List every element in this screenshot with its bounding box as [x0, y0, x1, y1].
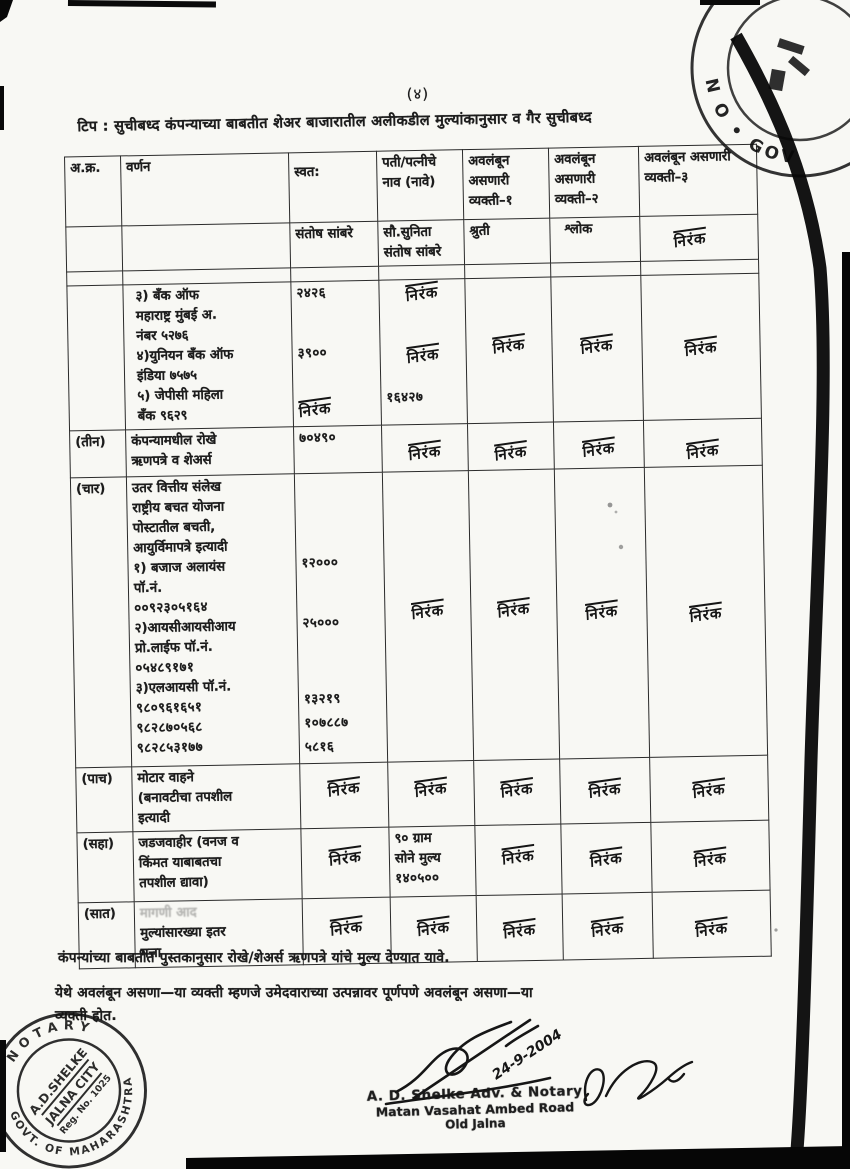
advocate-address-stamp: A. D. Shelke Adv. & Notary Matan Vasahat…	[366, 1083, 583, 1132]
table-header-row: अ.क्र. वर्णन स्वत: पती/पत्नीचे नाव (नावे…	[64, 144, 758, 227]
handwritten-nil: निरंक	[695, 918, 729, 942]
handwritten-nil: निरंक	[328, 847, 363, 870]
header-spouse: पती/पत्नीचे नाव (नावे)	[376, 149, 464, 222]
handwritten-nil: निरंक	[503, 919, 537, 943]
handwritten-nil: निरंक	[494, 442, 528, 465]
header-description: वर्णन	[120, 152, 290, 226]
cell-dependent-1: निरंक	[473, 758, 561, 826]
handwritten-nil: निरंक	[406, 344, 440, 368]
cell-dependent-1: निरंक	[468, 469, 560, 761]
handwritten-nil: निरंक	[492, 335, 526, 358]
name-dependent-3: निरंक	[639, 214, 759, 262]
handwritten-nil: निरंक	[693, 848, 728, 872]
header-dependent-2: अवलंबून असणारी व्यक्ती–२	[548, 146, 640, 219]
header-dependent-1: अवलंबून असणारी व्यक्ती–१	[462, 148, 550, 220]
cell-dependent-2: निरंक	[560, 822, 653, 894]
cell-description: जडजवाहीर (वनज व किंमत याबाबतचा तपशील द्य…	[132, 828, 303, 902]
handwritten-nil: निरंक	[327, 778, 361, 801]
faded-print: मागणी आद	[139, 905, 197, 922]
cell-dependent-1: निरंक	[476, 893, 564, 962]
left-edge-mark-2	[0, 1040, 6, 1152]
cell-dependent-2: निरंक	[559, 757, 651, 824]
handwritten-nil: निरंक	[692, 779, 726, 803]
handwritten-nil: निरंक	[500, 778, 534, 802]
handwritten-nil: निरंक	[588, 779, 622, 802]
cell-spouse: निरंक निरंक १६४२७	[378, 278, 468, 426]
cell-description: ३) बँक ऑफ महाराष्ट्र मुंबई अ. नंबर ५२७६ …	[122, 281, 294, 430]
table-row-banks: ३) बँक ऑफ महाराष्ट्र मुंबई अ. नंबर ५२७६ …	[66, 273, 762, 431]
cell-description: कंपन्यामधील रोखे ऋणपत्रे व शेअर्स	[125, 426, 295, 477]
cell-description: उतर वित्तीय संलेख राष्ट्रीय बचत योजना पो…	[126, 473, 300, 767]
cell-self: २४२६ ३९०० निरंक	[290, 280, 382, 427]
cell-dependent-3: निरंक	[649, 755, 769, 823]
name-self: संतोष सांबरे	[289, 221, 379, 268]
footer-note-3: व्यक्ती होत.	[55, 1008, 117, 1024]
cell-dependent-1: निरंक	[467, 422, 555, 471]
handwritten-nil: निरंक	[329, 917, 364, 940]
header-serial: अ.क्र.	[64, 155, 122, 227]
cell-dependent-2: निरंक	[553, 420, 645, 470]
cell-dependent-3: निरंक	[640, 273, 762, 421]
cell-dependent-3: निरंक	[652, 890, 772, 959]
cell-spouse: निरंक	[381, 423, 469, 473]
name-dependent-2: श्लोक	[549, 216, 641, 264]
cell-dependent-1: निरंक	[474, 823, 563, 896]
cell-spouse: ९० ग्राम सोने मुल्य १४०५००	[388, 825, 477, 898]
handwritten-nil: निरंक	[298, 398, 332, 422]
handwritten-nil: निरंक	[686, 440, 720, 464]
table-row-saha: (सहा) जडजवाहीर (वनज व किंमत याबाबतचा तपश…	[76, 820, 771, 903]
footer-note-1: कंपन्यांच्या बाबतीत पुस्तकानुसार रोखे/शे…	[58, 950, 450, 966]
handwritten-nil: निरंक	[501, 845, 536, 869]
assets-declaration-table: अ.क्र. वर्णन स्वत: पती/पत्नीचे नाव (नावे…	[64, 144, 772, 970]
cell-self: ७०४९०	[293, 425, 383, 474]
header-dependent-3: अवलंबून असणारी व्यक्ती–३	[638, 144, 758, 217]
name-spouse: सौ.सुनिता संतोष सांबरे	[377, 219, 465, 267]
handwritten-nil: निरंक	[414, 778, 448, 802]
cell-dependent-3: निरंक	[644, 465, 768, 758]
cell-dependent-1: निरंक	[464, 277, 554, 424]
handwritten-nil: निरंक	[582, 438, 616, 462]
cell-self: १२००० २५००० १३२१९ १०७८८७ ५८१६	[294, 472, 388, 764]
handwritten-nil: निरंक	[589, 848, 624, 871]
cell-dependent-3: निरंक	[650, 820, 771, 893]
cell-serial: (पाच)	[75, 766, 133, 833]
header-self: स्वत:	[288, 151, 378, 223]
handwritten-nil: निरंक	[673, 228, 707, 252]
cell-dependent-2: निरंक	[554, 467, 650, 759]
handwritten-nil: निरंक	[580, 335, 614, 359]
cell-self: निरंक	[299, 762, 389, 829]
cell-dependent-3: निरंक	[643, 418, 763, 468]
cell-serial: (चार)	[70, 476, 132, 768]
handwritten-nil: निरंक	[416, 917, 451, 941]
cell-serial: (तीन)	[69, 429, 127, 478]
cell-dependent-2: निरंक	[562, 892, 654, 960]
handwritten-nil: निरंक	[497, 598, 531, 622]
name-dependent-1: श्रुती	[463, 218, 551, 265]
cell-dependent-2: निरंक	[550, 275, 644, 423]
handwritten-nil: निरंक	[411, 600, 445, 624]
handwritten-nil: निरंक	[405, 282, 439, 306]
handwritten-nil: निरंक	[585, 601, 619, 625]
cell-spouse: निरंक	[382, 470, 474, 763]
footer-note-2: येथे अवलंबून असणा—या व्यक्ती म्हणजे उमेद…	[55, 985, 533, 1001]
table-row-chaar: (चार) उतर वित्तीय संलेख राष्ट्रीय बचत यो…	[70, 465, 768, 768]
handwritten-nil: निरंक	[684, 337, 718, 361]
handwritten-nil: निरंक	[689, 603, 723, 627]
handwritten-nil: निरंक	[591, 918, 625, 941]
handwritten-nil: निरंक	[408, 441, 442, 465]
cell-description: मोटार वाहने (बनावटीचा तपशील इत्यादी	[131, 763, 301, 832]
cell-self: निरंक	[300, 827, 391, 899]
cell-serial: (सहा)	[76, 831, 135, 903]
cell-spouse: निरंक	[387, 760, 475, 828]
